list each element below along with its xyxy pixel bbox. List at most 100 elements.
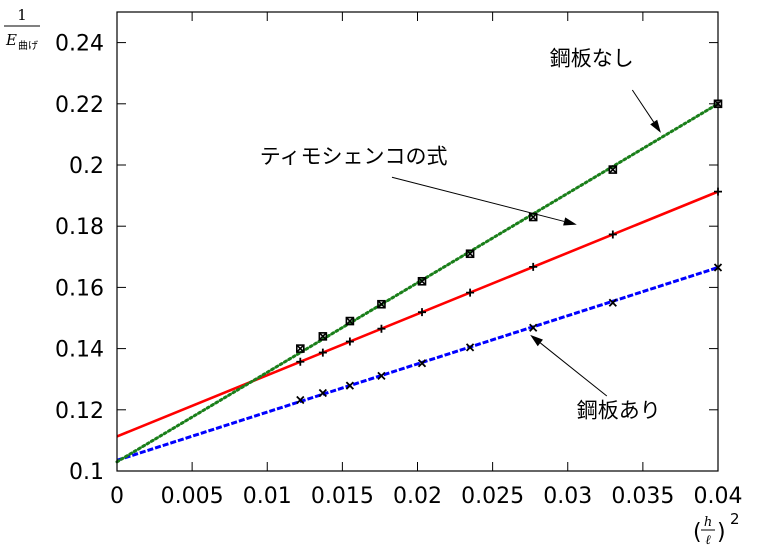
x-axis-label: ( h ℓ ) 2	[693, 510, 740, 548]
x-tick-label: 0.025	[461, 484, 524, 509]
x-tick-label: 0.02	[393, 484, 442, 509]
y-tick-label: 0.22	[55, 93, 104, 118]
y-axis-label: 1 E 曲げ	[4, 6, 40, 52]
data-point	[417, 276, 427, 286]
square-marker	[318, 332, 328, 341]
data-point	[296, 395, 305, 405]
plus-marker	[377, 324, 386, 333]
data-point	[529, 323, 538, 332]
y-label-numerator: 1	[17, 6, 27, 24]
plus-marker	[466, 288, 475, 297]
x-tick-label: 0.015	[311, 484, 374, 509]
y-tick-label: 0.16	[55, 276, 104, 301]
plus-marker	[345, 337, 354, 346]
x-tick-label: 0.03	[543, 484, 592, 509]
y-tick-label: 0.14	[55, 338, 104, 363]
square-marker	[608, 165, 618, 174]
annotation-arrow-head	[650, 119, 661, 133]
data-point	[418, 308, 427, 317]
x-tick-label: 0.01	[243, 484, 292, 509]
x-marker	[529, 212, 538, 222]
x-tick-label: 0.035	[611, 484, 674, 509]
annotation-arrow-shaft	[631, 89, 655, 123]
x-marker	[377, 371, 386, 380]
series-line-0	[115, 102, 720, 464]
plus-marker	[529, 262, 538, 271]
x-label-numerator: h	[704, 515, 712, 530]
x-marker	[377, 300, 386, 309]
x-marker	[608, 298, 617, 307]
data-point	[377, 324, 386, 333]
x-tick-label: 0.04	[694, 484, 743, 509]
x-marker	[529, 323, 538, 332]
y-tick-label: 0.1	[69, 460, 104, 485]
x-label-exponent: 2	[730, 510, 740, 528]
y-tick-label: 0.24	[55, 32, 104, 57]
data-point	[608, 230, 617, 239]
square-marker	[465, 249, 475, 259]
plot-lines	[115, 102, 720, 464]
x-label-denominator: ℓ	[705, 533, 711, 548]
annotation-label: ティモシェンコの式	[260, 144, 448, 168]
data-point	[345, 381, 355, 390]
plot-markers	[296, 99, 723, 405]
x-label-open-paren: (	[693, 520, 702, 545]
x-tick-label: 0	[110, 484, 124, 509]
x-marker	[466, 249, 475, 258]
data-point	[296, 357, 305, 366]
x-marker	[296, 395, 305, 405]
y-label-symbol: E	[5, 31, 17, 49]
plus-marker	[608, 230, 617, 239]
annotation-arrow-shaft	[391, 176, 565, 222]
annotation-arrow-shaft	[540, 342, 608, 397]
data-point	[465, 343, 475, 352]
data-point	[318, 348, 327, 357]
plus-marker	[318, 348, 327, 357]
plus-marker	[296, 357, 305, 366]
data-point	[608, 165, 618, 174]
plot-frame	[116, 11, 719, 472]
square-marker	[296, 344, 305, 353]
data-point	[345, 316, 355, 326]
square-marker	[377, 299, 386, 309]
data-point	[529, 262, 538, 271]
data-point	[377, 299, 386, 309]
data-point	[466, 288, 475, 297]
data-point	[345, 337, 354, 346]
x-marker	[608, 165, 617, 174]
x-marker	[345, 316, 354, 326]
data-point	[417, 359, 427, 368]
annotation-label: 鋼板なし	[550, 47, 634, 71]
series-line-1	[116, 190, 719, 438]
data-point	[608, 298, 617, 307]
y-tick-label: 0.18	[55, 215, 104, 240]
square-marker	[345, 316, 355, 326]
x-marker	[345, 381, 355, 390]
data-point	[318, 332, 328, 341]
plus-marker	[418, 308, 427, 317]
data-point	[318, 388, 327, 398]
series-line-2	[116, 266, 719, 462]
x-marker	[465, 343, 475, 352]
axis-ticks: 0 0.005 0.01 0.015 0.02 0.025 0.03 0.035 0.04 0.1…	[55, 12, 742, 509]
square-marker	[417, 276, 427, 286]
x-marker	[318, 388, 327, 398]
annotation-label: 鋼板あり	[577, 398, 661, 422]
y-tick-label: 0.12	[55, 399, 104, 424]
x-marker	[417, 359, 427, 368]
y-label-subscript: 曲げ	[18, 40, 38, 52]
annotation-arrow-head	[563, 217, 577, 226]
x-marker	[417, 277, 427, 286]
x-marker	[318, 332, 327, 341]
x-tick-label: 0.005	[161, 484, 224, 509]
data-point	[465, 249, 475, 259]
data-point	[377, 371, 386, 380]
x-marker	[296, 344, 305, 353]
x-label-close-paren: )	[717, 520, 726, 545]
data-point	[296, 344, 305, 353]
y-tick-label: 0.2	[69, 154, 104, 179]
annotation-arrow-head	[530, 334, 543, 347]
